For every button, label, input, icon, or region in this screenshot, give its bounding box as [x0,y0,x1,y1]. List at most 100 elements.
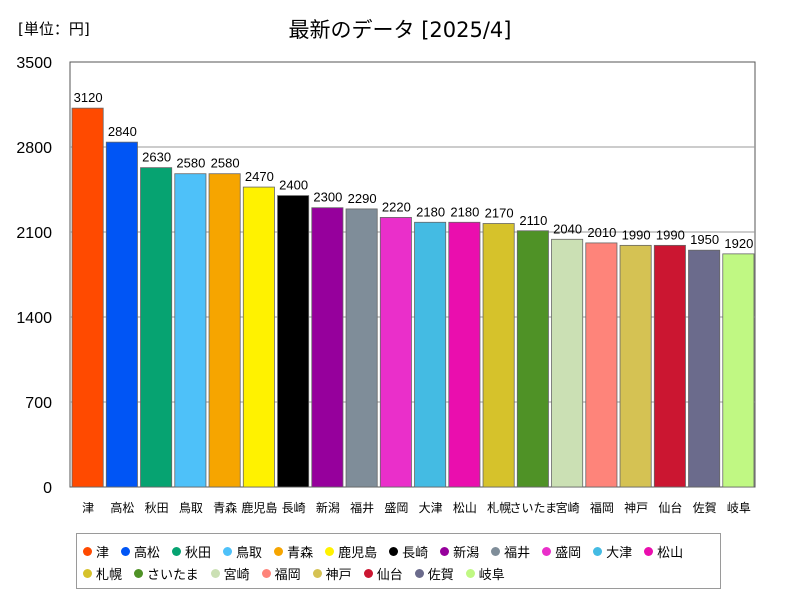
legend-item: 福岡 [261,562,301,584]
bar [585,242,618,488]
bar [379,217,412,488]
x-tick-label: 札幌 [487,500,511,515]
data-label: 2040 [553,221,582,236]
legend-swatch [223,546,233,556]
data-label: 1920 [724,236,753,251]
legend-label: 鳥取 [236,545,263,561]
legend-label: 秋田 [185,545,212,561]
x-tick-label: 福岡 [590,500,614,515]
bar [448,221,481,488]
data-label: 2580 [211,156,240,171]
legend-item: 津 [83,540,109,562]
x-tick-label: 新潟 [316,500,340,515]
legend-item: 鳥取 [223,540,262,562]
legend-item: 秋田 [172,540,211,562]
legend-swatch [312,568,322,578]
x-tick-label: 神戸 [624,501,648,515]
bar [105,141,138,488]
legend: 津 高松 秋田 鳥取 青森 鹿児島 長崎 新潟 福井 盛岡 大津 松山 札幌 さいたま 宮崎 福岡 神戸 仙台 佐賀… [76,533,721,589]
x-tick-label: 仙台 [658,500,682,515]
legend-item: 福井 [491,540,530,562]
legend-swatch [261,568,271,578]
y-tick-label: 2100 [16,225,52,242]
data-label: 2470 [245,169,274,184]
x-tick-label: 鹿児島 [241,500,277,515]
chart-title: 最新のデータ [2025/4] [288,18,512,42]
data-label: 2840 [108,124,137,139]
x-tick-label: 津 [82,501,94,515]
y-tick-label: 700 [25,395,52,412]
legend-label: 佐賀 [427,567,454,583]
legend-label: 高松 [134,545,161,561]
legend-label: 松山 [657,545,684,561]
bar [140,167,173,488]
x-tick-label: 青森 [213,500,237,515]
x-tick-label: 岐阜 [727,501,751,515]
data-label: 2220 [382,199,411,214]
legend-swatch [172,546,182,556]
data-label: 2630 [142,150,171,165]
y-tick-label: 3500 [16,55,52,72]
legend-swatch [83,546,92,556]
unit-label: [単位：円] [18,20,90,38]
legend-label: さいたま [147,567,199,583]
data-label: 1950 [690,232,719,247]
y-tick-label: 0 [43,480,52,497]
data-label: 2290 [348,191,377,206]
data-label: 1990 [622,227,651,242]
legend-swatch [389,546,399,556]
data-label: 1990 [656,227,685,242]
data-label: 2010 [587,225,616,240]
data-label: 2170 [485,206,514,221]
bar [71,107,104,488]
y-tick-label: 2800 [16,140,52,157]
bar [277,195,310,488]
bar [482,223,515,488]
x-tick-label: 高松 [110,500,134,515]
x-tick-label: 秋田 [145,501,169,515]
bar [345,208,378,488]
bar [174,173,207,488]
bar [619,244,652,488]
legend-item: 佐賀 [414,562,454,584]
legend-item: 大津 [593,540,632,562]
legend-item: 盛岡 [542,540,581,562]
data-label: 3120 [74,90,103,105]
legend-item: 高松 [121,540,160,562]
bar [688,249,721,488]
legend-swatch [542,546,552,556]
legend-swatch [83,568,92,578]
legend-item: 松山 [644,540,683,562]
legend-label: 宮崎 [223,567,250,583]
bar [722,253,755,488]
legend-swatch [363,568,373,578]
legend-label: 札幌 [96,567,123,583]
legend-label: 神戸 [325,567,352,583]
bar [653,244,686,488]
legend-swatch [440,546,450,556]
legend-item: 神戸 [312,562,352,584]
x-tick-label: 長崎 [282,501,306,515]
x-tick-label: 大津 [419,501,443,515]
data-label: 2400 [279,178,308,193]
data-label: 2110 [519,213,547,228]
legend-label: 盛岡 [555,545,582,561]
bar [242,186,275,488]
legend-swatch [274,546,284,556]
bar [516,230,549,488]
legend-label: 青森 [287,545,314,561]
x-tick-label: 盛岡 [384,500,408,515]
legend-label: 福井 [504,545,531,561]
x-tick-label: 宮崎 [556,500,580,515]
legend-swatch [210,568,220,578]
legend-swatch [465,568,475,578]
bar [311,207,344,488]
legend-label: 福岡 [274,567,301,583]
legend-item: さいたま [134,562,199,584]
data-label: 2180 [450,204,479,219]
legend-swatch [491,546,501,556]
legend-label: 新潟 [453,545,480,561]
x-tick-label: 福井 [350,500,374,515]
legend-label: 津 [96,545,110,561]
